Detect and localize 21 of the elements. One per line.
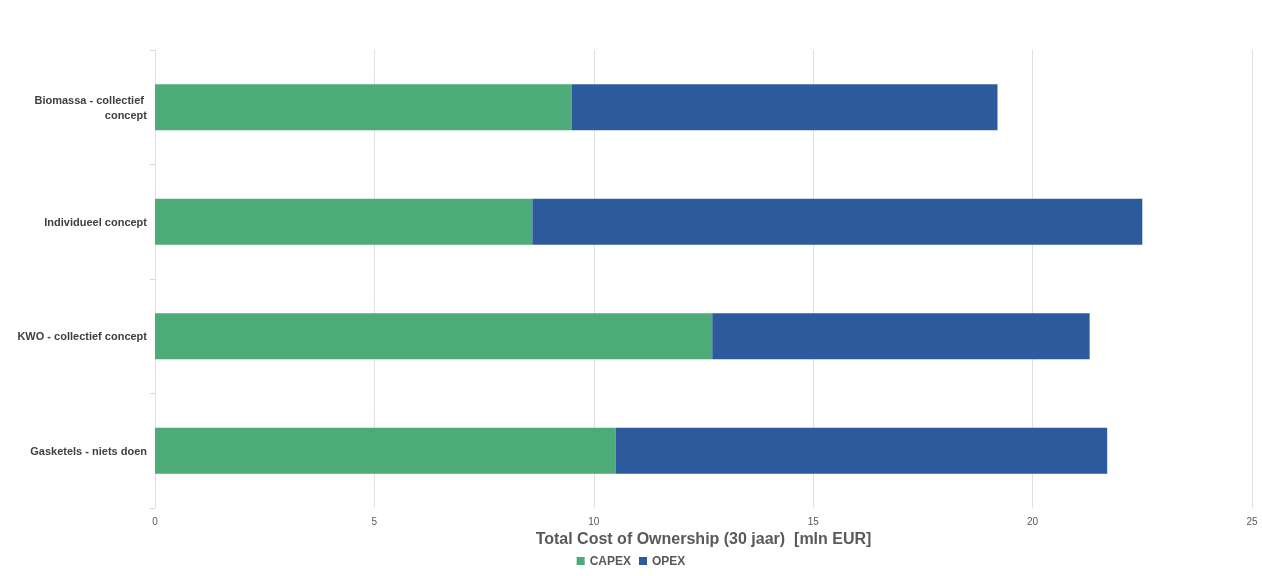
x-axis-title: Total Cost of Ownership (30 jaar) [mln EUR] bbox=[535, 530, 872, 548]
y-tick-label: KWO - collectief concept bbox=[17, 330, 148, 343]
bar bbox=[532, 198, 1143, 245]
bar bbox=[155, 84, 572, 131]
bar bbox=[615, 427, 1108, 474]
x-tick-label: 25 bbox=[1246, 515, 1258, 527]
bar bbox=[712, 313, 1090, 360]
bar bbox=[155, 198, 533, 245]
x-tick-label: 15 bbox=[807, 515, 820, 527]
legend-label: OPEX bbox=[652, 554, 686, 568]
bar bbox=[571, 84, 998, 131]
legend-label: CAPEX bbox=[589, 554, 631, 568]
x-tick-label: 0 bbox=[152, 515, 159, 527]
y-tick-label: Gasketels - niets doen bbox=[30, 444, 148, 457]
bar bbox=[155, 313, 713, 360]
x-tick-label: 10 bbox=[588, 515, 600, 527]
x-tick-label: 5 bbox=[371, 515, 378, 527]
y-tick-label: Individueel concept bbox=[44, 215, 148, 228]
y-tick-label: Biomassa - collectief concept bbox=[34, 93, 148, 121]
x-tick-label: 20 bbox=[1027, 515, 1039, 527]
bar bbox=[155, 427, 616, 474]
